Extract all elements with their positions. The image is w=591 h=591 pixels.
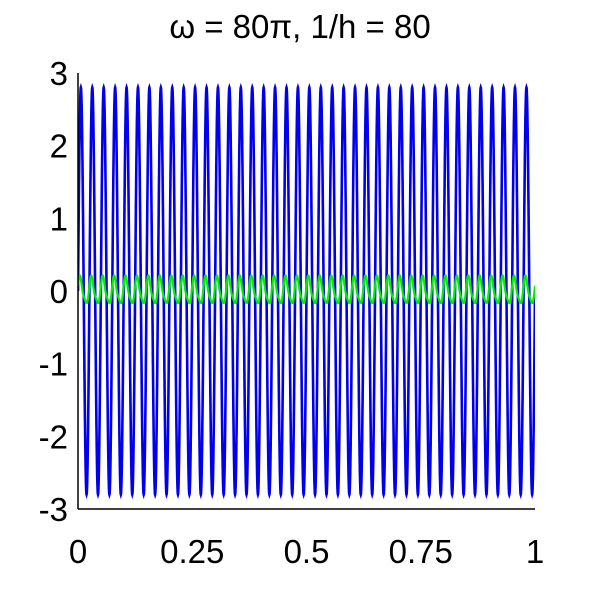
x-tick-label: 1 [526, 533, 544, 570]
x-tick-label: 0 [69, 533, 87, 570]
x-tick-label: 0.5 [284, 533, 330, 570]
y-tick-label: -2 [39, 418, 68, 455]
plot-area [78, 82, 535, 500]
axes [77, 73, 535, 510]
x-tick-label: 0.75 [389, 533, 453, 570]
tick-labels: 0 0.25 0.5 0.75 1 -3 -2 -1 0 1 2 3 [39, 55, 545, 570]
y-tick-label: 0 [50, 273, 68, 310]
chart-title: ω = 80π, 1/h = 80 [169, 8, 430, 45]
y-tick-label: -3 [39, 491, 68, 528]
y-tick-label: 1 [50, 200, 68, 237]
series-line-3 [78, 274, 535, 305]
y-tick-label: 2 [50, 128, 68, 165]
y-tick-label: -1 [39, 346, 68, 383]
x-tick-label: 0.25 [160, 533, 224, 570]
y-tick-label: 3 [50, 55, 68, 92]
